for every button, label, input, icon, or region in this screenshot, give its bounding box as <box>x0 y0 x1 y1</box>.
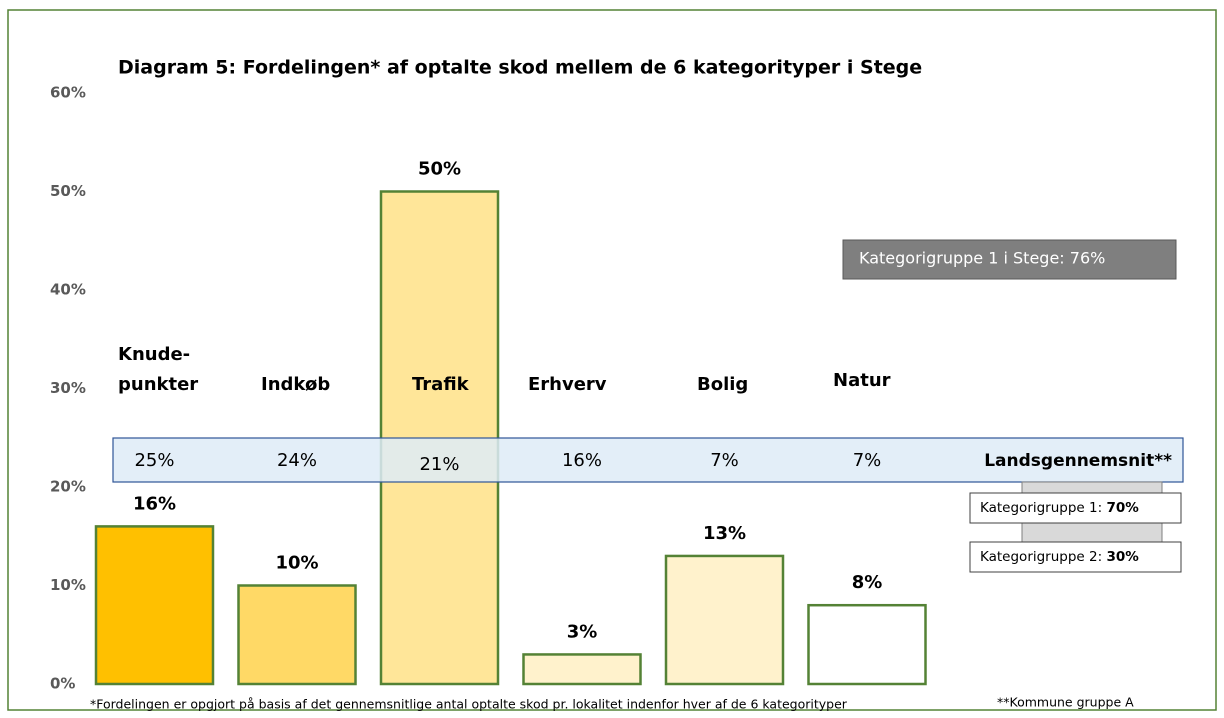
group-box <box>969 492 1182 524</box>
average-name: Landsgennemsnit** <box>984 451 1172 471</box>
footnote: *Fordelingen er opgjort på basis af det … <box>90 697 848 712</box>
value-label: 8% <box>852 572 883 593</box>
group-value: 30% <box>1106 549 1139 565</box>
value-label: 50% <box>418 159 461 180</box>
y-tick-label: 10% <box>50 576 86 594</box>
stege-box <box>842 239 1177 280</box>
value-label: 13% <box>703 523 746 544</box>
average-value: 16% <box>562 450 602 471</box>
value-label: 10% <box>275 553 318 574</box>
bar <box>94 525 215 686</box>
group-value: 70% <box>1106 500 1139 516</box>
bar <box>522 653 642 686</box>
group-text: Kategorigruppe 1: <box>980 500 1106 516</box>
y-tick-label: 20% <box>50 478 86 496</box>
average-value: 21% <box>419 454 459 475</box>
category-label: Erhverv <box>528 374 607 395</box>
stege-label: Kategorigruppe 1 i Stege: 76% <box>859 249 1105 268</box>
average-value: 25% <box>134 450 174 471</box>
y-tick-label: 50% <box>50 182 86 200</box>
category-label: Trafik <box>412 374 469 395</box>
average-value: 24% <box>277 450 317 471</box>
group-label: Kategorigruppe 2: 30% <box>980 549 1139 565</box>
footnote: **Kommune gruppe A <box>997 695 1134 710</box>
average-value: 7% <box>853 450 882 471</box>
y-tick-label: 0% <box>50 675 75 693</box>
average-band <box>112 437 1184 483</box>
average-value: 7% <box>710 450 739 471</box>
bar <box>664 554 785 686</box>
y-tick-label: 30% <box>50 379 86 397</box>
bar <box>237 584 357 686</box>
category-label: Indkøb <box>261 374 331 395</box>
group-text: Kategorigruppe 2: <box>980 549 1106 565</box>
value-label: 3% <box>567 621 598 642</box>
category-label: Bolig <box>697 374 749 395</box>
group-label: Kategorigruppe 1: 70% <box>980 500 1139 516</box>
category-label: Knude- punkter <box>118 344 199 395</box>
chart-title: Diagram 5: Fordelingen* af optalte skod … <box>118 57 922 79</box>
y-tick-label: 60% <box>50 84 86 102</box>
bar <box>807 603 927 686</box>
group-box <box>969 541 1182 573</box>
value-label: 16% <box>133 493 176 514</box>
y-tick-label: 40% <box>50 281 86 299</box>
category-label: Natur <box>833 370 891 391</box>
